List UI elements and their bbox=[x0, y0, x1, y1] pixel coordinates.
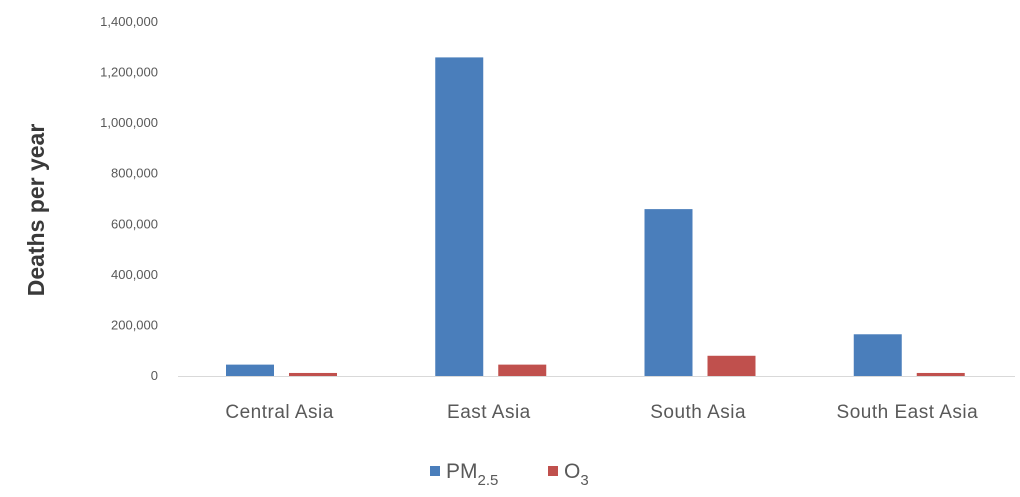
x-axis-category-labels: Central Asia East Asia South Asia South Eas… bbox=[225, 402, 979, 423]
bar-pm25-east-asia bbox=[435, 57, 484, 377]
bars bbox=[226, 57, 965, 377]
bar-pm25-central-asia bbox=[226, 364, 274, 376]
x-category-label: South East Asia bbox=[837, 402, 979, 423]
legend-entry-main: O bbox=[564, 460, 580, 483]
x-category-label: East Asia bbox=[447, 402, 531, 423]
bar-pm25-south-east-asia bbox=[853, 334, 902, 376]
y-tick-label: 1,000,000 bbox=[100, 115, 158, 130]
y-tick-label: 600,000 bbox=[111, 216, 158, 231]
x-category-label: Central Asia bbox=[225, 402, 333, 423]
y-tick-label: 1,400,000 bbox=[100, 14, 158, 29]
y-axis-title: Deaths per year bbox=[23, 124, 49, 297]
y-axis-ticks: 0 200,000 400,000 600,000 800,000 1,000,000 1,… bbox=[100, 14, 158, 383]
legend-swatch bbox=[548, 466, 558, 476]
y-tick-label: 0 bbox=[151, 368, 158, 383]
bar-o3-central-asia bbox=[289, 372, 337, 376]
legend-swatch bbox=[430, 466, 440, 476]
legend-entry-label: PM2.5 bbox=[446, 460, 498, 489]
y-tick-label: 400,000 bbox=[111, 267, 158, 282]
y-tick-label: 1,200,000 bbox=[100, 65, 158, 80]
legend-entry-subscript: 2.5 bbox=[478, 472, 499, 489]
x-category-label: South Asia bbox=[650, 402, 746, 423]
legend-entry-subscript: 3 bbox=[580, 472, 588, 489]
legend-entry-main: PM bbox=[446, 460, 478, 483]
legend: PM2.5 O3 bbox=[430, 460, 589, 489]
y-tick-label: 800,000 bbox=[111, 166, 158, 181]
bar-o3-east-asia bbox=[498, 364, 547, 376]
bar-o3-south-east-asia bbox=[916, 372, 965, 376]
y-tick-label: 200,000 bbox=[111, 317, 158, 332]
bar-pm25-south-asia bbox=[644, 209, 693, 376]
legend-entry-label: O3 bbox=[564, 460, 589, 489]
bar-o3-south-asia bbox=[707, 355, 756, 376]
